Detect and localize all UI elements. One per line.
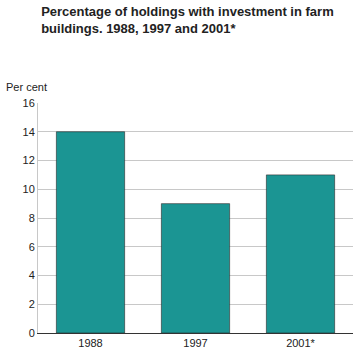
svg-text:4: 4 (29, 269, 35, 281)
svg-text:16: 16 (23, 97, 35, 109)
svg-text:1997: 1997 (183, 337, 207, 349)
svg-text:14: 14 (23, 126, 35, 138)
svg-text:12: 12 (23, 154, 35, 166)
svg-text:6: 6 (29, 241, 35, 253)
svg-text:2: 2 (29, 298, 35, 310)
svg-text:Per cent: Per cent (6, 81, 47, 93)
svg-text:Percentage of holdings with in: Percentage of holdings with investment i… (41, 4, 334, 36)
svg-text:2001*: 2001* (286, 337, 315, 349)
svg-text:0: 0 (29, 327, 35, 339)
svg-text:1988: 1988 (78, 337, 102, 349)
svg-text:8: 8 (29, 212, 35, 224)
svg-text:10: 10 (23, 183, 35, 195)
